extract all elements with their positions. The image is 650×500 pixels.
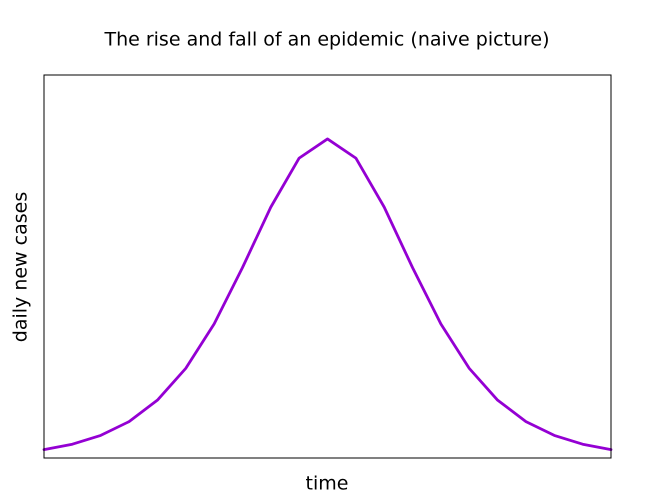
plot-frame bbox=[43, 74, 612, 459]
plot-area bbox=[42, 137, 613, 451]
line-series bbox=[42, 137, 613, 451]
x-axis-label: time bbox=[306, 473, 349, 495]
y-axis-label: daily new cases bbox=[10, 192, 32, 342]
chart-title: The rise and fall of an epidemic (naive … bbox=[103, 29, 549, 51]
